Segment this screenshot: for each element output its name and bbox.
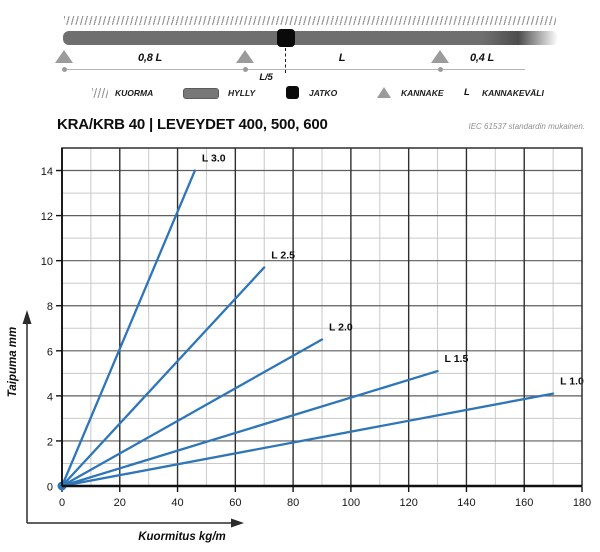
legend-letter-l-icon: L	[464, 87, 470, 98]
joint-offset-label: L/5	[259, 72, 273, 83]
series-label: L 1.5	[445, 353, 469, 365]
series-line	[60, 266, 266, 488]
legend-support-icon	[377, 87, 391, 98]
y-tick-label: 4	[47, 391, 53, 403]
standard-note: IEC 61537 standardin mukainen.	[468, 122, 585, 131]
dimension-point	[438, 67, 443, 72]
dimension-point	[243, 67, 248, 72]
x-tick-label: 140	[457, 497, 475, 509]
x-tick-label: 180	[573, 497, 591, 509]
x-tick-label: 0	[59, 497, 65, 509]
x-axis-title: Kuormitus kg/m	[138, 531, 226, 543]
span-label-left: 0,8 L	[137, 52, 163, 64]
x-tick-label: 100	[342, 497, 360, 509]
y-tick-label: 14	[41, 166, 53, 178]
x-tick-label: 80	[287, 497, 299, 509]
x-tick-label: 20	[114, 497, 126, 509]
shelf-beam	[63, 31, 558, 45]
legend-label-kuorma: KUORMA	[115, 88, 154, 98]
series-line	[60, 338, 324, 488]
series-line	[60, 169, 197, 488]
span-label-mid: L	[338, 52, 346, 64]
legend-label-kannake: KANNAKE	[401, 88, 444, 98]
support-triangle-icon	[236, 50, 254, 63]
dimension-point	[62, 67, 67, 72]
support-triangle-icon	[55, 50, 73, 63]
span-label-right: 0,4 L	[469, 52, 495, 64]
y-tick-label: 2	[47, 436, 53, 448]
x-tick-label: 120	[399, 497, 417, 509]
support-triangle-icon	[431, 50, 449, 63]
legend-hatch-icon	[92, 88, 108, 98]
series-line	[60, 369, 439, 488]
x-axis-arrowhead-icon	[231, 518, 244, 528]
y-tick-label: 10	[41, 256, 53, 268]
page-title: KRA/KRB 40 | LEVEYDET 400, 500, 600	[57, 116, 328, 133]
series-label: L 2.0	[329, 322, 353, 334]
series-line	[60, 392, 555, 488]
y-axis-title: Taipuma mm	[7, 327, 19, 398]
legend-label-jatko: JATKO	[309, 88, 338, 98]
legend-label-hylly: HYLLY	[228, 88, 256, 98]
legend-label-kannakevali: KANNAKEVÄLI	[482, 88, 544, 98]
y-tick-label: 0	[47, 482, 53, 494]
x-tick-label: 40	[171, 497, 183, 509]
deflection-chart: 0 20 40 60 80 100 120 140 160 180 0 2 4 6 8 10 12 14 L 3.0…	[7, 147, 591, 543]
series-label: L 1.0	[560, 376, 584, 388]
series-label: L 3.0	[202, 153, 226, 165]
y-tick-label: 12	[41, 211, 53, 223]
x-tick-label: 160	[515, 497, 533, 509]
dimension-line	[64, 69, 525, 70]
joint-dashed-line	[285, 48, 286, 73]
x-tick-label: 60	[229, 497, 241, 509]
legend-joint-icon	[286, 86, 299, 99]
y-tick-label: 6	[47, 346, 53, 358]
load-hatch-icon	[64, 16, 556, 25]
series-label: L 2.5	[271, 249, 295, 261]
legend-beam-icon	[183, 88, 219, 99]
y-axis-arrowhead-icon	[22, 310, 32, 324]
y-tick-label: 8	[47, 301, 53, 313]
joint-square	[277, 29, 295, 47]
